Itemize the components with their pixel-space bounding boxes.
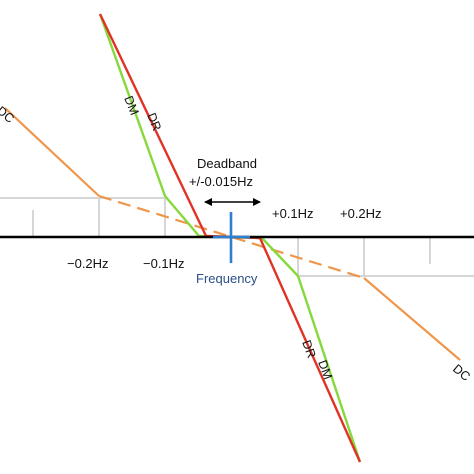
reference-grid [0, 197, 474, 277]
frequency-axis-label: Frequency [196, 271, 258, 286]
tick-label-minus-0-2hz: −0.2Hz [67, 256, 109, 271]
tick-label-minus-0-1hz: −0.1Hz [143, 256, 185, 271]
dc-label-left: DC [0, 104, 17, 126]
tick-label-plus-0-2hz: +0.2Hz [340, 206, 382, 221]
dc-segment-dashed [98, 194, 365, 280]
dc-segment-right [363, 277, 461, 361]
dc-label-right: DC [450, 362, 473, 384]
deadband-label-line1: Deadband [197, 156, 257, 171]
dc-segment-left [4, 107, 100, 197]
dm-label-lower: DM [315, 358, 335, 381]
tick-label-plus-0-1hz: +0.1Hz [272, 206, 314, 221]
dr-label-lower: DR [299, 338, 318, 360]
frequency-marker [213, 212, 250, 263]
dm-label-upper: DM [121, 94, 141, 117]
deadband-label-line2: +/-0.015Hz [189, 174, 253, 189]
dc-curve [4, 107, 461, 361]
dr-label-upper: DR [144, 111, 164, 133]
